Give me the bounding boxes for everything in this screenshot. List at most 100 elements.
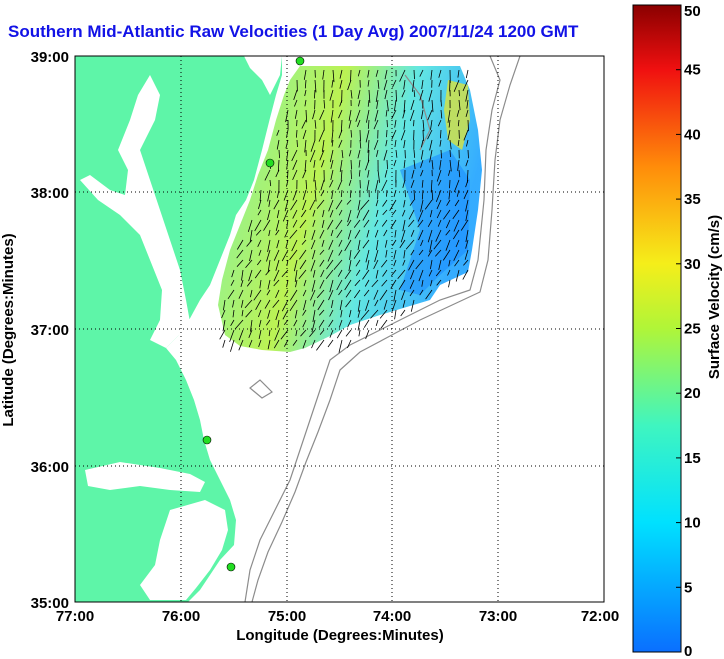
current-vector xyxy=(314,119,317,129)
current-vector xyxy=(403,79,406,90)
current-vector xyxy=(222,339,226,348)
y-tick-label: 39:00 xyxy=(31,49,69,66)
current-vector xyxy=(349,309,352,318)
current-vector xyxy=(293,319,298,327)
current-vector xyxy=(301,119,307,129)
current-vector xyxy=(302,339,307,349)
current-vector xyxy=(409,199,415,206)
current-vector xyxy=(379,289,388,301)
current-vector xyxy=(350,129,352,138)
current-vector xyxy=(283,339,289,347)
current-vector xyxy=(350,159,352,170)
current-vector xyxy=(292,339,298,346)
current-vector xyxy=(440,149,442,159)
current-vector xyxy=(319,229,325,239)
current-vector xyxy=(367,99,370,107)
current-vector xyxy=(437,219,442,227)
current-vector xyxy=(329,149,334,163)
station-marker-2[interactable] xyxy=(265,158,275,168)
current-vector xyxy=(338,319,343,328)
current-vector xyxy=(236,259,244,267)
current-vector xyxy=(365,249,370,263)
current-vector xyxy=(458,99,461,111)
current-vector xyxy=(447,269,451,276)
current-vector xyxy=(321,159,325,168)
current-vector xyxy=(436,279,442,286)
current-vector xyxy=(347,229,352,240)
pamlico-sound xyxy=(140,500,228,600)
current-vector xyxy=(418,269,424,282)
current-vector xyxy=(381,179,388,192)
current-vector xyxy=(229,329,235,343)
current-vector xyxy=(340,189,343,198)
current-vector xyxy=(253,289,262,301)
current-vector xyxy=(374,249,379,263)
current-vector xyxy=(377,79,380,89)
station-marker-1[interactable] xyxy=(295,56,305,66)
current-vector xyxy=(403,119,406,130)
current-vector xyxy=(401,289,406,300)
current-vector xyxy=(316,289,325,299)
current-vector xyxy=(442,249,451,261)
current-vector xyxy=(393,249,397,260)
current-vector xyxy=(421,179,424,188)
current-vector xyxy=(327,249,334,262)
current-vector xyxy=(467,119,469,132)
current-vector xyxy=(277,319,280,328)
current-vector xyxy=(413,69,415,80)
current-vector xyxy=(431,159,434,170)
current-vector xyxy=(465,229,469,243)
current-vector xyxy=(357,69,361,77)
current-vector xyxy=(466,99,469,109)
current-vector xyxy=(221,309,226,319)
current-vector xyxy=(330,229,334,237)
current-vector xyxy=(384,169,388,178)
current-vector xyxy=(219,329,226,340)
current-vector xyxy=(325,269,334,279)
current-vector xyxy=(386,99,389,112)
y-tick-label: 36:00 xyxy=(31,459,69,476)
current-vector xyxy=(399,239,406,249)
current-vector xyxy=(383,79,388,91)
current-vector xyxy=(238,339,244,351)
current-vector xyxy=(299,219,307,229)
current-vector xyxy=(289,299,298,312)
current-vector xyxy=(358,329,361,337)
current-vector xyxy=(384,239,388,248)
current-vector xyxy=(223,299,226,311)
current-vector xyxy=(367,169,370,178)
current-vector xyxy=(311,319,316,333)
current-vector xyxy=(318,319,325,328)
current-vector xyxy=(289,289,298,301)
current-vector xyxy=(302,319,307,328)
current-vector xyxy=(465,179,469,188)
current-vector xyxy=(264,299,271,309)
current-vector xyxy=(273,249,280,261)
current-vector xyxy=(365,299,370,311)
current-vector xyxy=(335,199,343,210)
current-vector xyxy=(453,249,460,261)
current-vector xyxy=(247,219,253,233)
current-vector xyxy=(311,229,316,240)
current-vector xyxy=(408,259,415,271)
current-vector xyxy=(345,299,352,308)
current-vector xyxy=(276,239,280,249)
station-marker-3[interactable] xyxy=(202,435,212,445)
current-vector xyxy=(393,259,397,267)
current-vector xyxy=(330,159,334,169)
current-vector xyxy=(375,89,379,103)
current-vector xyxy=(348,259,352,272)
current-vector xyxy=(457,69,460,78)
current-vector xyxy=(333,259,343,271)
station-marker-4[interactable] xyxy=(226,562,236,572)
current-vector xyxy=(353,249,361,259)
current-vector xyxy=(258,329,262,339)
current-vector xyxy=(248,269,253,282)
current-vector xyxy=(445,219,451,229)
current-vector xyxy=(447,109,451,123)
current-vector xyxy=(268,229,271,237)
current-vector xyxy=(250,319,253,332)
current-vector xyxy=(291,239,298,252)
current-vector xyxy=(332,69,335,83)
current-vector xyxy=(401,89,406,98)
